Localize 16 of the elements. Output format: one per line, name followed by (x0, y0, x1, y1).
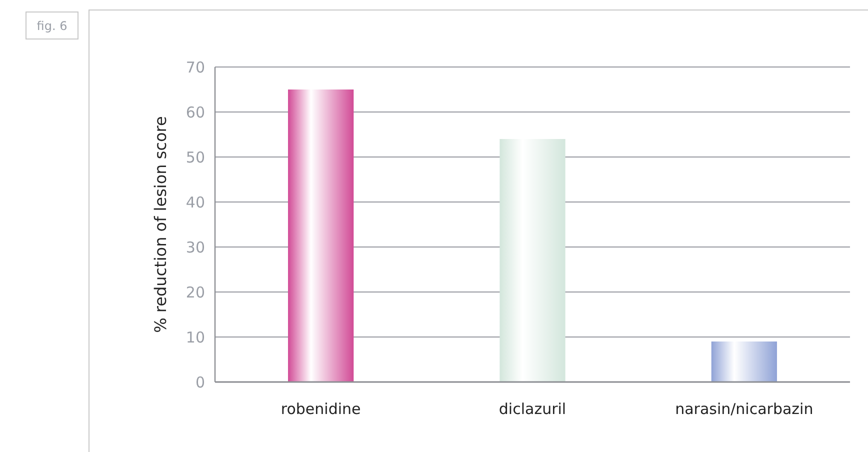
y-tick-label: 40 (186, 193, 205, 212)
x-tick-label: narasin/nicarbazin (675, 400, 814, 418)
y-tick-label: 70 (186, 58, 205, 76)
bar (711, 342, 777, 382)
x-tick-label: diclazuril (498, 400, 566, 418)
y-tick-label: 50 (186, 148, 205, 166)
y-tick-label: 0 (195, 373, 205, 392)
caption: fig. 6 (36, 19, 68, 33)
bar (500, 139, 566, 382)
x-tick-label: robenidine (280, 400, 361, 418)
y-axis-title: % reduction of lesion score (151, 116, 170, 333)
bar (288, 90, 354, 382)
y-tick-label: 10 (186, 328, 205, 346)
y-tick-label: 30 (186, 238, 205, 256)
y-tick-label: 60 (186, 103, 205, 122)
y-tick-label: 20 (186, 283, 205, 302)
